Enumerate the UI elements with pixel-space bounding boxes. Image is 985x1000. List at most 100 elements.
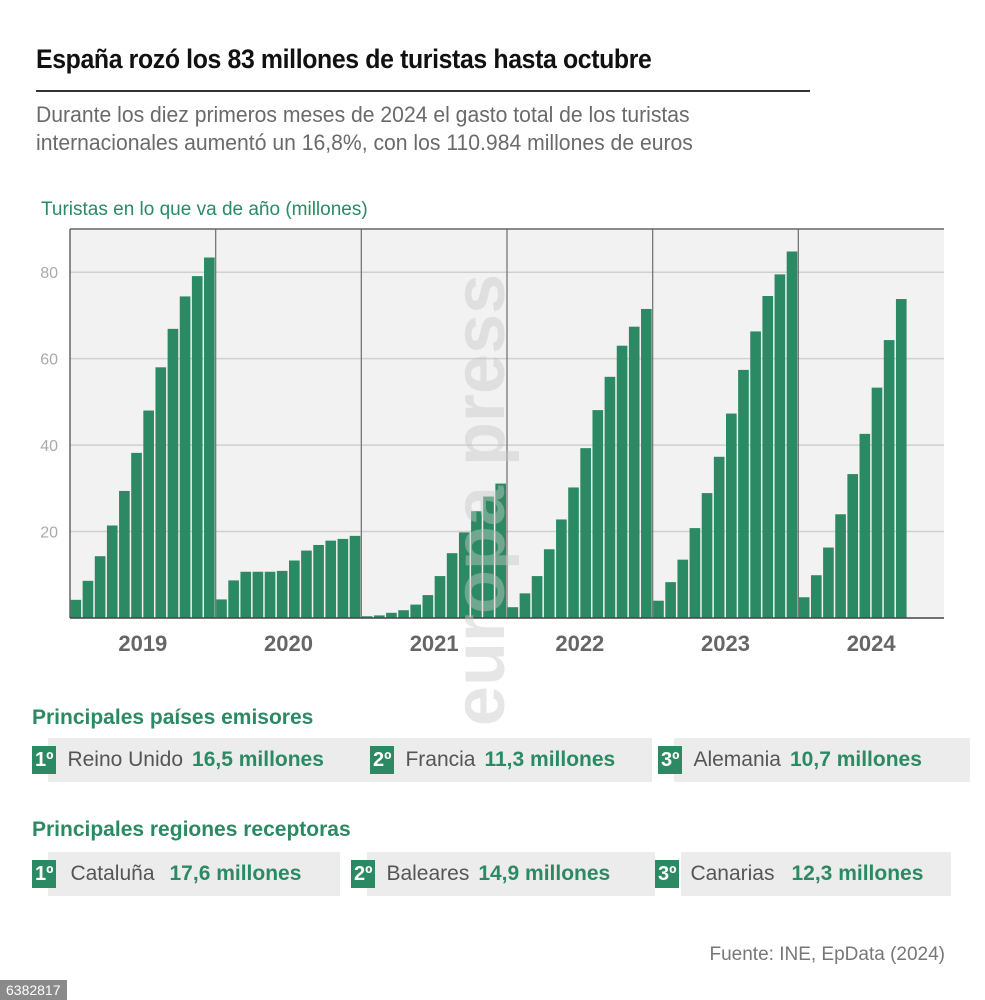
bar (531, 576, 543, 618)
bar (616, 345, 628, 618)
bar (835, 514, 846, 618)
photo-id: 6382817 (0, 980, 67, 1000)
rank-badge: 3º (655, 860, 680, 888)
bar (458, 532, 470, 618)
bar (677, 559, 689, 618)
subtitle-line-1: Durante los diez primeros meses de 2024 … (36, 102, 690, 127)
bar (653, 600, 664, 618)
bar (106, 525, 118, 618)
bar (689, 528, 701, 618)
bar (701, 493, 713, 618)
countries-section-title: Principales países emisores (32, 706, 314, 729)
bar (823, 547, 834, 618)
bar (495, 483, 506, 618)
region-item-1: 1º Cataluña 17,6 millones (32, 852, 340, 896)
bar (434, 576, 446, 618)
bar (373, 615, 385, 618)
bar (556, 519, 567, 618)
bar (325, 540, 337, 618)
rank-badge: 3º (658, 746, 683, 774)
bar (398, 610, 409, 618)
rank-badge: 2º (351, 860, 376, 888)
country-value: 16,5 millones (192, 748, 324, 771)
region-value: 12,3 millones (791, 862, 924, 885)
bar (859, 433, 871, 618)
country-name: Alemania (693, 748, 781, 771)
bar (276, 570, 288, 618)
bar (82, 580, 94, 618)
title-divider (36, 90, 810, 92)
bar (713, 456, 725, 618)
bar (301, 550, 312, 618)
bar (191, 276, 203, 618)
bar (665, 582, 676, 618)
bar (70, 599, 82, 618)
region-value: 14,9 millones (478, 862, 611, 885)
country-value: 10,7 millones (790, 748, 922, 771)
page-title: España rozó los 83 millones de turistas … (36, 44, 652, 74)
bar (641, 308, 652, 618)
regions-section-title: Principales regiones receptoras (32, 818, 351, 841)
y-tick-label: 80 (40, 265, 58, 282)
tourists-bar-chart: 20 40 60 80 2019 2020 2021 2022 2023 2024 (40, 228, 944, 656)
region-name: Baleares (386, 862, 470, 885)
bar (446, 553, 458, 618)
x-tick-label: 2023 (701, 631, 750, 656)
bar (94, 556, 106, 618)
subtitle-line-2: internacionales aumentó un 16,8%, con lo… (36, 130, 693, 155)
bar (568, 487, 579, 618)
bar (871, 387, 883, 618)
bar (507, 607, 519, 618)
country-item-2: 2º Francia 11,3 millones (370, 738, 652, 782)
bar (798, 597, 810, 618)
bar (386, 612, 397, 618)
bar (738, 369, 749, 618)
bar (628, 326, 640, 618)
bar (179, 296, 191, 618)
x-tick-label: 2021 (410, 631, 459, 656)
bar (471, 511, 482, 618)
bar (252, 571, 264, 618)
bar (883, 340, 895, 618)
bar (410, 604, 422, 618)
bar (483, 496, 494, 618)
bar (895, 299, 907, 618)
bar (519, 593, 531, 618)
x-tick-label: 2020 (264, 631, 313, 656)
bar (422, 595, 434, 618)
bar (155, 367, 167, 618)
country-value: 11,3 millones (484, 748, 616, 771)
bar (762, 295, 774, 618)
bar (240, 571, 252, 618)
region-name: Cataluña (70, 862, 155, 885)
y-tick-label: 20 (40, 525, 58, 542)
bar (349, 535, 361, 618)
x-tick-label: 2024 (847, 631, 897, 656)
bar (289, 560, 300, 618)
bar (604, 376, 616, 618)
bar (592, 410, 604, 618)
country-item-1: 1º Reino Unido 16,5 millones (32, 738, 394, 782)
y-tick-label: 60 (40, 352, 58, 369)
bar (361, 616, 373, 618)
country-item-3: 3º Alemania 10,7 millones (658, 738, 970, 782)
bar (774, 274, 786, 618)
bar (543, 549, 555, 618)
country-name: Francia (405, 748, 476, 771)
bar (580, 448, 591, 618)
subtitle: Durante los diez primeros meses de 2024 … (36, 101, 882, 157)
region-item-3: 3º Canarias 12,3 millones (655, 852, 951, 896)
bar (786, 251, 798, 618)
bar (228, 580, 239, 618)
bar (204, 257, 215, 618)
bar (810, 575, 822, 618)
bar (119, 490, 130, 618)
region-value: 17,6 millones (169, 862, 302, 885)
chart-title: Turistas en lo que va de año (millones) (41, 199, 368, 220)
bar (847, 474, 859, 618)
bar (726, 413, 737, 618)
region-item-2: 2º Baleares 14,9 millones (351, 852, 655, 896)
region-name: Canarias (690, 862, 775, 885)
bar (750, 331, 761, 618)
x-tick-label: 2022 (555, 631, 604, 656)
